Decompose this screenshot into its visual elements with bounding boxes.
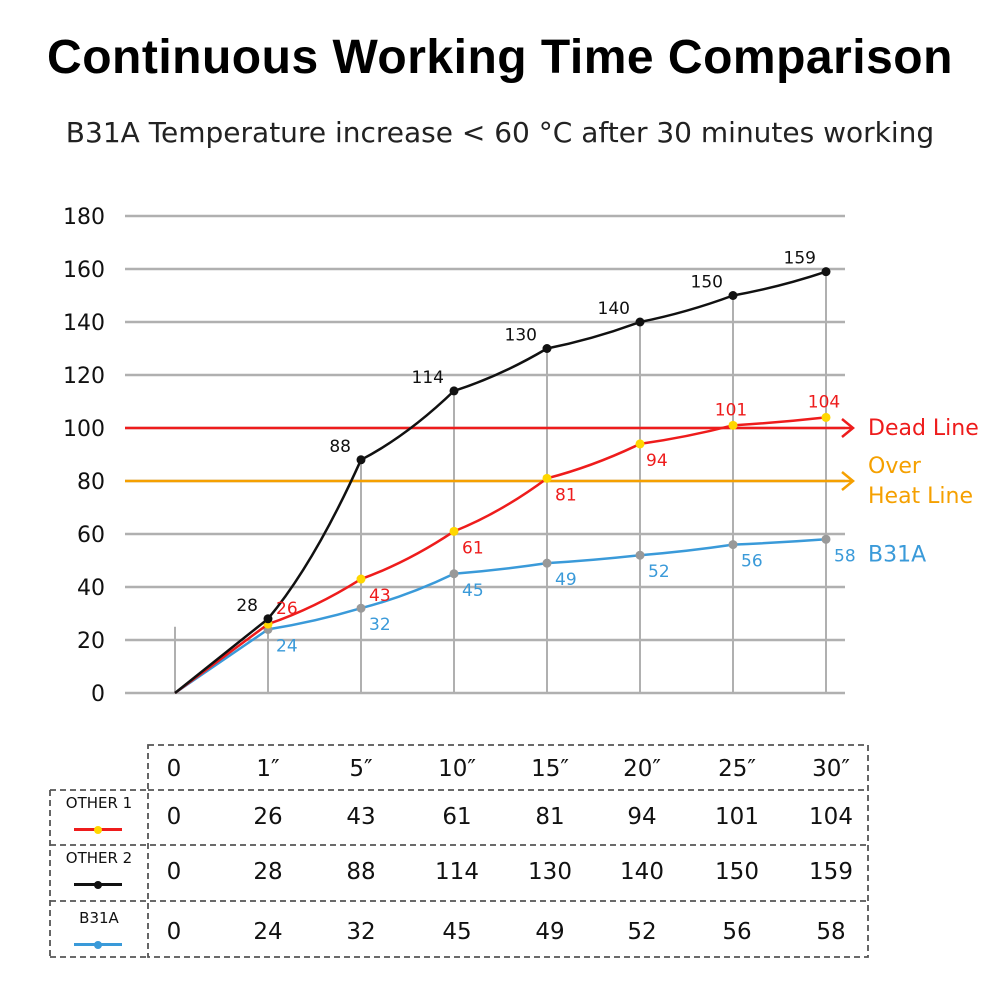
data-point [635, 550, 645, 560]
series-label-b31a: B31A [868, 542, 926, 567]
data-label: 104 [808, 392, 840, 412]
series-line-b31a [174, 538, 827, 695]
data-point [449, 386, 459, 396]
data-point [356, 574, 366, 584]
data-point [821, 534, 831, 544]
reference-arrow [841, 418, 855, 438]
y-tick-label: 180 [63, 205, 105, 230]
data-table-borders [49, 744, 869, 958]
data-label: 58 [834, 546, 856, 566]
data-label: 159 [784, 249, 816, 269]
y-tick-label: 0 [91, 682, 105, 707]
reference-label: Heat Line [868, 484, 973, 509]
data-point [635, 439, 645, 449]
data-label: 61 [462, 538, 484, 558]
data-label: 94 [646, 451, 668, 471]
data-label: 52 [648, 562, 670, 582]
reference-arrow [841, 471, 855, 491]
data-point [542, 558, 552, 568]
data-label: 24 [276, 636, 298, 656]
reference-label: Over [868, 454, 922, 479]
chart-title: Continuous Working Time Comparison [47, 31, 953, 84]
data-label: 45 [462, 581, 484, 601]
data-label: 130 [505, 326, 537, 346]
reference-lines: Dead Line Over Heat Line [125, 416, 979, 509]
chart-subtitle: B31A Temperature increase < 60 °C after … [65, 116, 935, 149]
data-point [542, 473, 552, 483]
y-tick-label: 120 [63, 364, 105, 389]
data-label: 101 [715, 400, 747, 420]
y-tick-label: 60 [77, 523, 105, 548]
y-tick-label: 100 [63, 417, 105, 442]
data-label: 32 [369, 615, 391, 635]
data-label: 28 [236, 596, 258, 616]
data-point [821, 267, 831, 277]
data-point [449, 569, 459, 579]
data-label: 140 [598, 299, 630, 319]
data-point [635, 317, 645, 327]
data-point [821, 412, 831, 422]
y-tick-label: 140 [63, 311, 105, 336]
data-label: 43 [369, 586, 391, 606]
data-point [542, 344, 552, 353]
y-tick-label: 160 [63, 258, 105, 283]
data-point [449, 526, 459, 536]
y-tick-label: 80 [77, 470, 105, 495]
data-point [356, 603, 366, 613]
data-point [356, 455, 366, 465]
data-point [728, 420, 738, 430]
grid-layer: 0 20 40 60 80 100 120 140 160 180 [63, 205, 845, 707]
y-tick-label: 20 [77, 629, 105, 654]
data-label: 114 [412, 368, 444, 388]
series-layer [174, 267, 831, 695]
data-point [263, 614, 273, 624]
data-label: 26 [276, 599, 298, 619]
data-label: 81 [555, 485, 577, 505]
table-border [147, 744, 869, 958]
series-line-other-1 [174, 416, 827, 695]
data-label: 56 [741, 552, 763, 572]
reference-label: Dead Line [868, 416, 979, 441]
data-point [728, 540, 738, 550]
data-label: 150 [691, 273, 723, 293]
data-point [728, 291, 738, 300]
data-label: 88 [329, 437, 351, 457]
y-tick-label: 40 [77, 576, 105, 601]
data-label-layer: 26 43 61 81 94 101 104 28 88 114 130 140 150 159 24 32 4… [236, 249, 926, 657]
data-label: 49 [555, 570, 577, 590]
